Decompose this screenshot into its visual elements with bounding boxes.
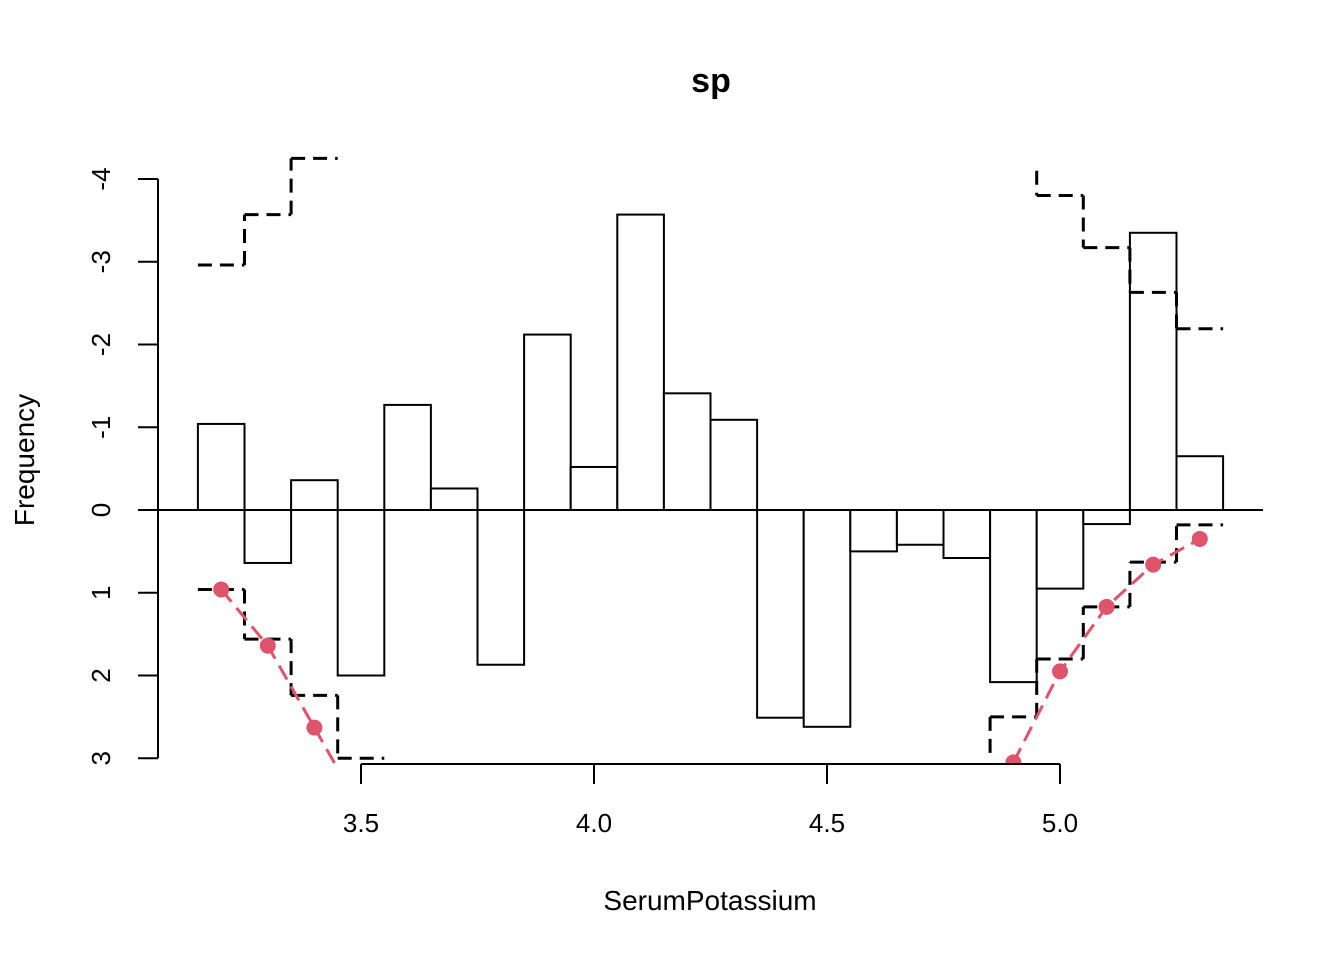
expected-curve [213,530,1208,765]
y-tick-label-2: -2 [86,333,116,356]
histogram-bar-18 [1035,509,1085,590]
histogram-bar-14 [849,509,898,553]
histogram-bar-10 [662,392,712,512]
data-point-1 [259,637,276,654]
x-tick-label-2: 4.5 [809,808,845,838]
histogram-bar-19 [1082,509,1131,526]
y-axis: -4 -3 -2 -1 0 1 2 3 [86,167,159,765]
y-axis-label: Frequency [9,394,40,526]
histogram-bar-15 [895,509,945,546]
histogram-bars [196,213,1225,728]
x-axis: 3.5 4.0 4.5 5.0 [343,763,1078,838]
histogram-bar-6 [476,509,526,666]
histogram-bar-3 [336,509,386,677]
histogram-bar-7 [523,333,572,511]
histogram-bar-4 [383,403,432,511]
y-tick-label-6: 2 [86,668,116,682]
y-tick-label-1: -3 [86,250,116,273]
y-tick-label-7: 3 [86,751,116,765]
histogram-bar-9 [616,213,665,512]
data-point-4 [1052,663,1068,680]
histogram-bar-17 [989,509,1038,684]
x-tick-label-3: 5.0 [1042,808,1078,838]
data-point-5 [1098,598,1115,615]
histogram-bar-8 [569,465,619,511]
histogram-bar-2 [290,479,339,511]
histogram-bar-11 [709,418,759,511]
data-point-3 [1005,754,1022,765]
y-tick-label-3: -1 [86,416,116,439]
chart-title: sp [691,62,731,100]
x-tick-label-0: 3.5 [343,808,379,838]
data-point-6 [1145,556,1162,573]
histogram-bar-21 [1175,455,1225,511]
x-tick-label-1: 4.0 [576,808,612,838]
data-point-7 [1191,530,1208,547]
y-tick-label-4: 0 [86,503,116,517]
expected-line-0 [220,588,338,765]
histogram-bar-16 [942,509,992,559]
histogram-bar-13 [802,509,852,728]
histogram-bar-0 [196,422,246,511]
histogram-bar-20 [1128,231,1178,511]
data-point-0 [213,581,230,598]
y-tick-label-0: -4 [86,167,116,190]
histogram-bar-12 [756,509,805,719]
data-point-2 [306,719,323,736]
histogram-bar-1 [243,509,293,564]
x-axis-label: SerumPotassium [603,885,816,916]
y-tick-label-5: 1 [86,586,116,600]
histogram-bar-5 [429,487,479,511]
